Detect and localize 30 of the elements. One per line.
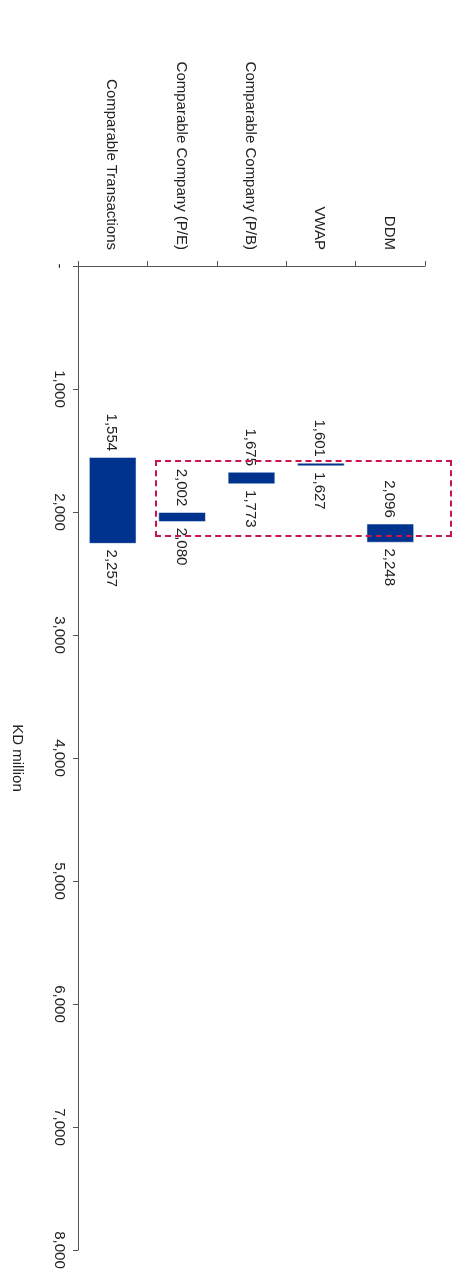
bar [297, 462, 345, 467]
x-tick-label: DDM [381, 215, 399, 250]
bar [366, 523, 414, 543]
annotation: 2,080 [173, 527, 191, 566]
y-tick-label: - [52, 263, 69, 269]
annotation: 2,002 [173, 468, 191, 507]
annotation: 1,627 [312, 472, 330, 510]
x-tick-label: Comparable Transactions [104, 79, 122, 250]
y-tick-label: 5,000 [52, 862, 69, 900]
bar [158, 512, 206, 522]
y-tick-label: 7,000 [52, 1108, 69, 1146]
annotation: 1,675 [243, 428, 260, 467]
annotation: 2,096 [381, 480, 399, 518]
annotation: 1,773 [243, 490, 260, 528]
bar [89, 457, 137, 544]
y-tick-label: 1,000 [52, 370, 69, 408]
annotation: 1,601 [312, 419, 330, 457]
x-tick-label: Comparable Company (P/B) [243, 61, 260, 250]
y-tick-label: 4,000 [52, 739, 69, 777]
bar [227, 472, 276, 485]
y-axis-title: KD million [10, 724, 27, 792]
annotation: 1,554 [104, 413, 122, 452]
annotation: 2,248 [381, 548, 399, 587]
y-tick-label: 2,000 [52, 493, 69, 531]
y-tick-label: 6,000 [52, 985, 69, 1023]
x-tick-label: VWAP [312, 206, 330, 250]
x-tick-label: Comparable Company (P/E) [173, 61, 191, 250]
annotation: 2,257 [104, 549, 122, 588]
y-tick-label: 3,000 [52, 616, 69, 654]
y-tick-label: 8,000 [52, 1231, 69, 1269]
